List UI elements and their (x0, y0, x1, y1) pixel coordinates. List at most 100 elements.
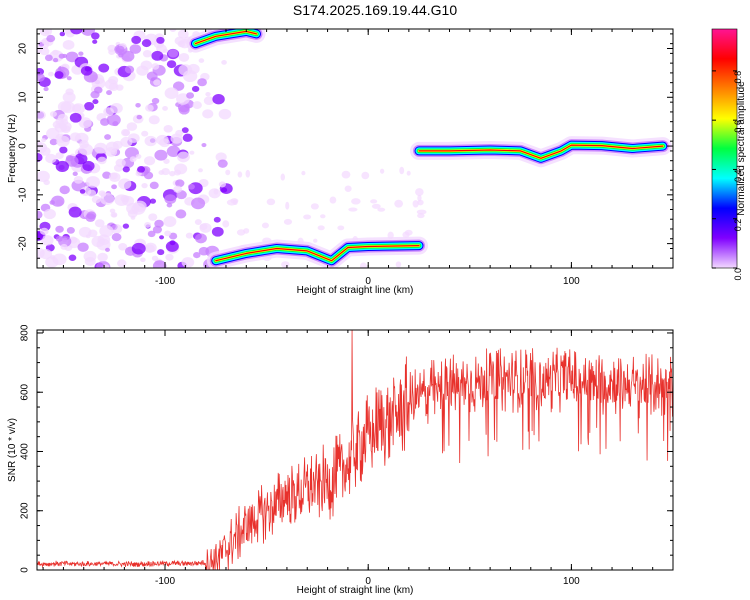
signal-track (186, 29, 266, 53)
noise-blob (211, 226, 224, 237)
noise-blob (402, 231, 410, 238)
y-tick-label: 0 (18, 143, 29, 149)
colorbar-tick-label: 0.2 (733, 219, 743, 232)
noise-blob (37, 73, 45, 82)
noise-blob (51, 195, 65, 207)
noise-blob (377, 207, 386, 212)
noise-blob (151, 63, 160, 70)
noise-blob (195, 233, 207, 244)
noise-blob (163, 158, 170, 164)
noise-blob (177, 29, 189, 39)
noise-blob (121, 50, 135, 62)
noise-blob (162, 48, 169, 54)
noise-blob (237, 171, 243, 178)
noise-blob (280, 173, 286, 181)
noise-blob (417, 194, 422, 202)
noise-blob (48, 71, 54, 77)
x-axis-label: Height of straight line (km) (297, 285, 414, 296)
noise-blob (217, 159, 228, 168)
noise-blob (135, 154, 142, 159)
noise-blob (117, 259, 127, 268)
noise-blob (187, 183, 195, 190)
noise-blob (218, 181, 226, 188)
noise-blob (152, 260, 167, 268)
noise-blob (78, 117, 92, 129)
noise-blob (108, 82, 119, 91)
noise-blob (153, 79, 161, 86)
noise-blob (243, 228, 250, 234)
colorbar-tick-label: 0.0 (733, 268, 743, 281)
noise-blob (78, 226, 92, 238)
noise-blob (218, 108, 232, 120)
noise-blob (165, 240, 179, 252)
noise-blob (151, 50, 164, 61)
noise-blob (80, 65, 93, 76)
noise-blob (412, 200, 419, 208)
noise-blob (100, 118, 110, 126)
noise-blob (122, 195, 135, 206)
noise-blob (49, 111, 57, 118)
noise-blob (61, 125, 71, 134)
noise-blob (65, 155, 79, 167)
noise-blob (164, 87, 179, 99)
noise-blob (310, 203, 319, 210)
noise-blob (213, 188, 219, 195)
noise-blob (191, 85, 200, 93)
noise-blob (80, 29, 96, 36)
noise-blob (120, 136, 133, 148)
noise-blob (55, 152, 64, 160)
noise-blob (370, 199, 378, 204)
noise-blob (161, 167, 170, 176)
noise-blob (329, 196, 337, 204)
noise-blob (39, 47, 50, 56)
noise-blob (70, 29, 83, 35)
noise-blob (152, 225, 163, 234)
noise-blob (68, 254, 77, 261)
noise-blob (122, 166, 130, 173)
noise-blob (174, 163, 188, 175)
noise-blob (344, 185, 352, 193)
noise-blob (141, 130, 149, 137)
noise-blob (225, 169, 231, 176)
heatmap-plot-area (37, 29, 672, 268)
noise-blob (118, 243, 128, 251)
snr-frame (36, 329, 674, 571)
noise-blob (222, 220, 230, 228)
noise-blob (371, 203, 381, 209)
noise-blob (37, 210, 43, 219)
noise-blob (124, 65, 135, 74)
noise-blob (71, 103, 85, 115)
noise-blob (203, 96, 215, 106)
noise-blob (118, 178, 132, 190)
noise-blob (115, 158, 126, 168)
noise-blob (185, 232, 193, 239)
noise-blob (124, 147, 139, 159)
noise-blob (66, 76, 72, 81)
noise-blob (131, 242, 146, 255)
y-axis-label: Frequency (Hz) (7, 114, 18, 183)
heatmap-frame (36, 28, 674, 269)
noise-blob (181, 257, 195, 268)
noise-blob (105, 247, 110, 252)
noise-blob (177, 151, 190, 163)
noise-blob (73, 175, 84, 184)
noise-blob (361, 171, 370, 180)
noise-blob (156, 134, 169, 146)
noise-blob (96, 238, 111, 251)
noise-blob (110, 103, 123, 114)
noise-blob (44, 54, 53, 62)
noise-blob (92, 39, 98, 44)
noise-blob (99, 225, 114, 238)
noise-blob (212, 94, 225, 105)
noise-blob (301, 170, 306, 176)
noise-blob (108, 49, 116, 56)
noise-blob (52, 57, 59, 63)
noise-blob (60, 101, 75, 114)
noise-blob (148, 213, 158, 221)
noise-blob (337, 225, 345, 231)
noise-blob (59, 185, 70, 195)
noise-blob (54, 71, 64, 79)
noise-blob (415, 188, 424, 196)
noise-blob (140, 257, 146, 263)
noise-blob (143, 156, 156, 166)
